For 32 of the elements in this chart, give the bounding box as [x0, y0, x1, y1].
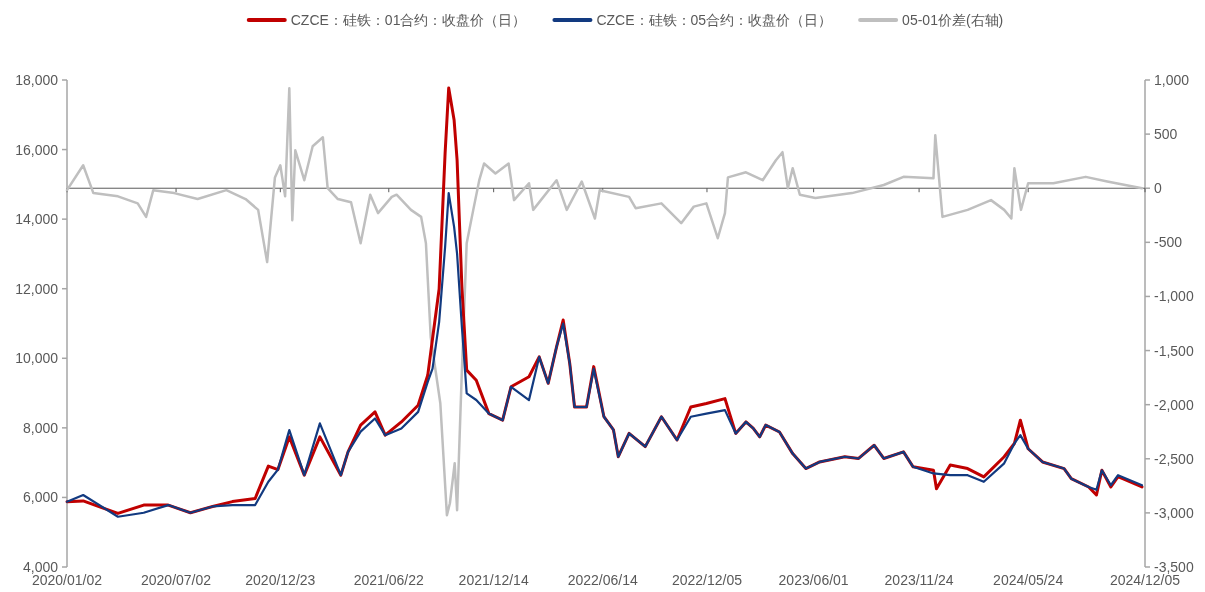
legend-label: CZCE：硅铁：01合约：收盘价（日） — [290, 12, 527, 28]
y2-tick-label: -3,500 — [1154, 559, 1194, 575]
y-tick-label: 18,000 — [15, 72, 59, 88]
x-tick-label: 2021/12/14 — [458, 572, 529, 588]
legend-label: CZCE：硅铁：05合约：收盘价（日） — [596, 12, 833, 28]
y2-tick-label: 500 — [1154, 126, 1178, 143]
y2-tick-label: -3,000 — [1154, 504, 1194, 521]
x-tick-label: 2022/06/14 — [567, 572, 638, 588]
x-tick-label: 2023/11/24 — [884, 572, 954, 588]
y-tick-label: 14,000 — [15, 211, 59, 228]
x-tick-label: 2020/07/02 — [141, 572, 212, 588]
y2-tick-label: -500 — [1154, 234, 1183, 251]
x-tick-label: 2020/01/02 — [31, 572, 103, 588]
y2-tick-label: -1,000 — [1154, 288, 1194, 305]
y-tick-label: 10,000 — [15, 350, 59, 367]
y2-tick-label: -2,000 — [1154, 396, 1194, 413]
y-tick-label: 12,000 — [15, 280, 59, 297]
legend-label: 05-01价差(右轴) — [902, 12, 1004, 28]
y-tick-label: 16,000 — [15, 141, 59, 158]
x-tick-label: 2024/12/05 — [1109, 572, 1181, 588]
y2-tick-label: 1,000 — [1154, 72, 1190, 88]
x-tick-label: 2020/12/23 — [245, 572, 316, 588]
y-tick-label: 6,000 — [22, 489, 59, 506]
y2-tick-label: 0 — [1154, 180, 1162, 197]
y-tick-label: 4,000 — [22, 559, 59, 575]
y2-tick-label: -1,500 — [1154, 342, 1194, 359]
y-tick-label: 8,000 — [22, 419, 59, 436]
y2-tick-label: -2,500 — [1154, 450, 1194, 467]
x-tick-label: 2023/06/01 — [778, 572, 849, 588]
x-tick-label: 2022/12/05 — [671, 572, 743, 588]
x-tick-label: 2021/06/22 — [353, 572, 425, 588]
x-tick-label: 2024/05/24 — [993, 572, 1064, 588]
